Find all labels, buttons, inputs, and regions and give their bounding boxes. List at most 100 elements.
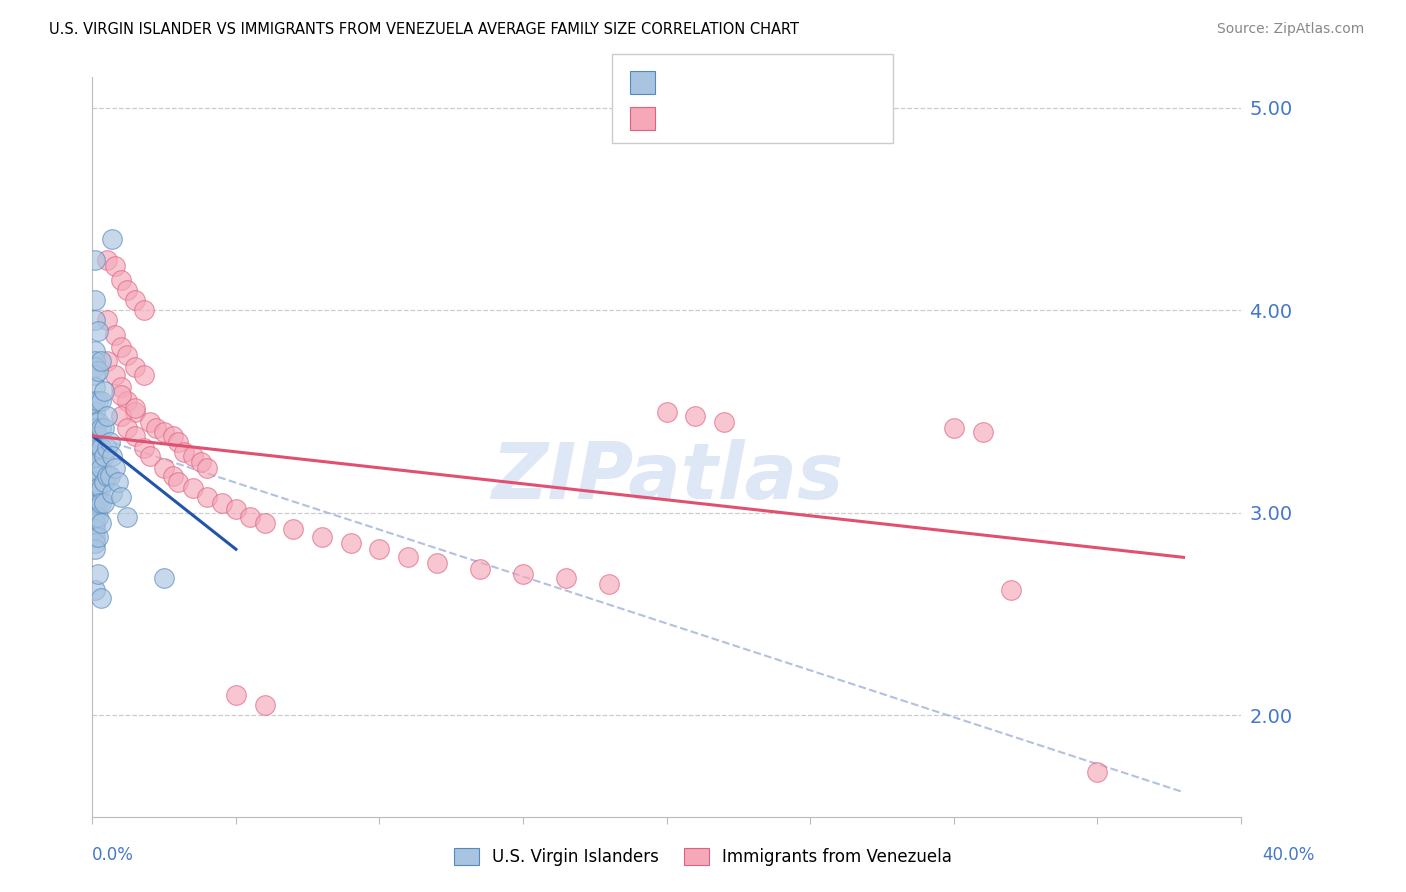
Point [153,425,176,439]
Point [93,475,115,490]
Point [90,421,112,435]
Point [132,441,155,455]
Point [84,530,107,544]
Point [84,354,107,368]
Point [368,542,391,557]
Point [283,522,305,536]
Point [124,401,146,415]
Point [93,384,115,399]
Point [115,421,138,435]
Point [110,340,132,354]
Point [139,415,162,429]
Point [685,409,707,423]
Point [90,354,112,368]
Point [110,409,132,423]
Point [972,425,994,439]
Text: ZIPatlas: ZIPatlas [491,439,842,515]
Point [84,582,107,597]
Text: R = -0.311  N = 66: R = -0.311 N = 66 [664,111,835,128]
Point [84,490,107,504]
Point [101,232,124,246]
Point [96,252,118,267]
Point [87,441,110,455]
Point [153,571,176,585]
Point [512,566,534,581]
Point [90,441,112,455]
Point [104,368,127,383]
Point [211,496,233,510]
Point [124,404,146,418]
Point [98,469,121,483]
Point [225,688,247,702]
Point [396,550,419,565]
Point [84,343,107,358]
Point [98,434,121,449]
Point [84,475,107,490]
Point [104,327,127,342]
Point [87,429,110,443]
Point [84,404,107,418]
Point [115,348,138,362]
Point [90,461,112,475]
Point [87,496,110,510]
Point [173,445,195,459]
Point [124,429,146,443]
Point [96,441,118,455]
Point [84,496,107,510]
Text: R = -0.431  N = 72: R = -0.431 N = 72 [664,75,835,93]
Point [96,354,118,368]
Point [96,409,118,423]
Point [468,562,491,576]
Point [87,509,110,524]
Point [90,394,112,409]
Point [87,415,110,429]
Point [87,364,110,378]
Point [167,434,190,449]
Point [84,415,107,429]
Text: 0.0%: 0.0% [91,846,134,863]
Point [153,461,176,475]
Point [84,469,107,483]
Point [132,303,155,318]
Point [110,273,132,287]
Point [84,461,107,475]
Point [84,434,107,449]
Point [84,380,107,394]
Point [84,359,107,374]
Point [96,313,118,327]
Point [84,455,107,469]
Point [311,530,333,544]
Point [655,404,678,418]
Point [145,421,167,435]
Point [253,516,276,530]
Point [115,509,138,524]
Point [181,482,204,496]
Point [84,516,107,530]
Point [93,421,115,435]
Point [195,461,218,475]
Point [90,591,112,605]
Point [162,429,184,443]
Point [713,415,735,429]
Point [84,536,107,550]
Point [1087,764,1109,779]
Point [162,469,184,483]
Point [84,293,107,308]
Point [426,557,449,571]
Point [84,441,107,455]
Point [104,461,127,475]
Point [90,496,112,510]
Point [167,475,190,490]
Point [84,501,107,516]
Point [84,368,107,383]
Point [110,388,132,402]
Point [87,530,110,544]
Point [190,455,212,469]
Point [84,482,107,496]
Point [87,394,110,409]
Point [93,496,115,510]
Point [110,490,132,504]
Point [87,455,110,469]
Point [115,394,138,409]
Point [90,516,112,530]
